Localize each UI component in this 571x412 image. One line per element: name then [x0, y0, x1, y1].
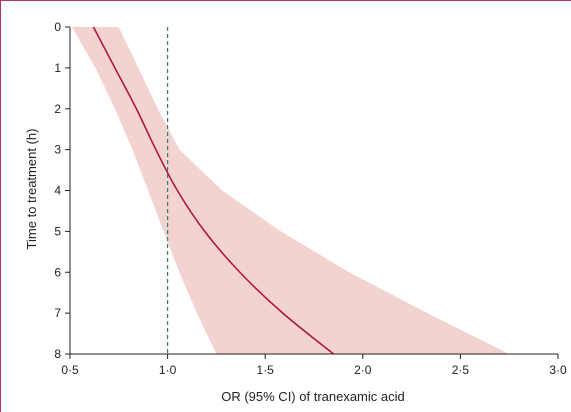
ci-band-layer — [71, 27, 510, 354]
x-tick-label: 1·0 — [159, 363, 177, 377]
ci-band — [71, 27, 510, 354]
y-tick-label: 7 — [54, 306, 61, 320]
x-tick-label: 1·5 — [257, 363, 275, 377]
x-axis-title: OR (95% CI) of tranexamic acid — [221, 389, 405, 404]
y-tick-label: 5 — [54, 224, 61, 238]
x-tick-label: 0·5 — [61, 363, 79, 377]
tick-labels-layer: 0·5 1·0 1·5 2·0 2·5 3·0 0 1 2 3 4 5 6 7 8 — [54, 20, 567, 377]
y-tick-label: 6 — [54, 265, 61, 279]
y-tick-label: 2 — [54, 102, 61, 116]
x-tick-label: 3·0 — [549, 363, 567, 377]
y-tick-label: 0 — [54, 20, 61, 34]
y-tick-label: 4 — [54, 184, 61, 198]
estimate-line-layer — [92, 26, 335, 355]
y-tick-label: 3 — [54, 143, 61, 157]
y-tick-label: 1 — [54, 61, 61, 75]
axes-layer — [65, 26, 559, 359]
x-tick-label: 2·0 — [354, 363, 372, 377]
y-tick-label: 8 — [54, 347, 61, 361]
y-axis-title: Time to treatment (h) — [24, 129, 39, 250]
estimate-line — [92, 26, 335, 355]
x-tick-label: 2·5 — [452, 363, 470, 377]
